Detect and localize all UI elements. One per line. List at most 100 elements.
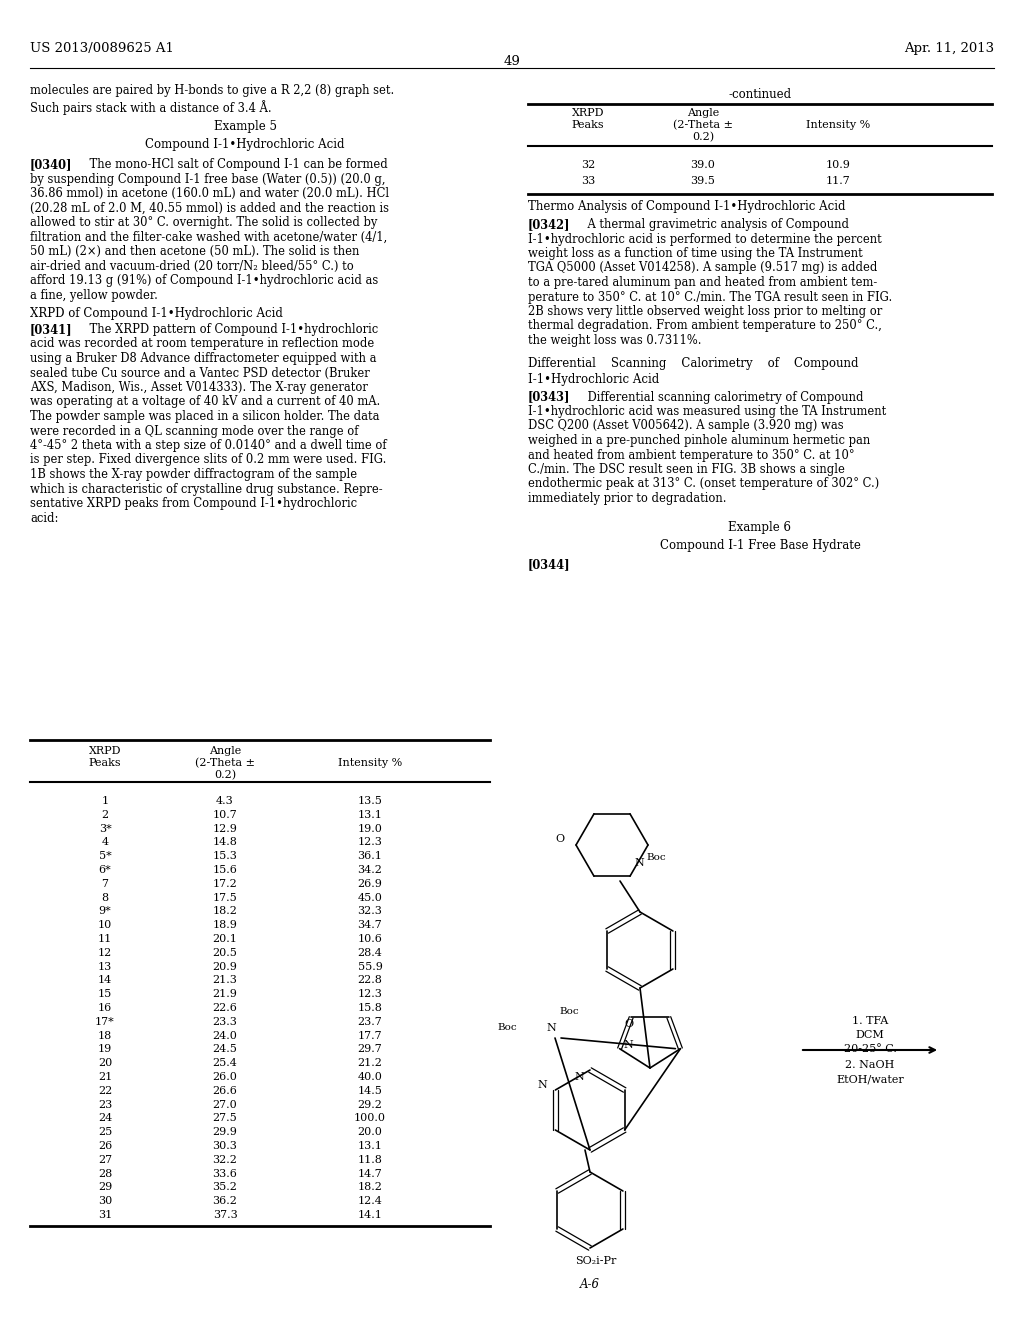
Text: 12.3: 12.3 xyxy=(357,837,382,847)
Text: 49: 49 xyxy=(504,55,520,69)
Text: 39.5: 39.5 xyxy=(690,176,716,186)
Text: 11.8: 11.8 xyxy=(357,1155,382,1164)
Text: 3*: 3* xyxy=(98,824,112,834)
Text: 27.5: 27.5 xyxy=(213,1113,238,1123)
Text: -continued: -continued xyxy=(728,88,792,102)
Text: O: O xyxy=(555,834,564,843)
Text: 36.1: 36.1 xyxy=(357,851,382,861)
Text: 5*: 5* xyxy=(98,851,112,861)
Text: sentative XRPD peaks from Compound I-1•hydrochloric: sentative XRPD peaks from Compound I-1•h… xyxy=(30,498,357,510)
Text: 28.4: 28.4 xyxy=(357,948,382,958)
Text: 10: 10 xyxy=(98,920,112,931)
Text: I-1•hydrochloric acid is performed to determine the percent: I-1•hydrochloric acid is performed to de… xyxy=(528,232,882,246)
Text: 40.0: 40.0 xyxy=(357,1072,382,1082)
Text: 13.1: 13.1 xyxy=(357,1140,382,1151)
Text: by suspending Compound I-1 free base (Water (0.5)) (20.0 g,: by suspending Compound I-1 free base (Wa… xyxy=(30,173,385,186)
Text: 18.2: 18.2 xyxy=(357,1183,382,1192)
Text: Intensity %: Intensity % xyxy=(806,120,870,129)
Text: [0340]: [0340] xyxy=(30,158,73,172)
Text: (2-Theta ±: (2-Theta ± xyxy=(673,120,733,131)
Text: 7: 7 xyxy=(101,879,109,888)
Text: Intensity %: Intensity % xyxy=(338,758,402,768)
Text: immediately prior to degradation.: immediately prior to degradation. xyxy=(528,492,726,506)
Text: 2. NaOH: 2. NaOH xyxy=(846,1060,895,1071)
Text: acid:: acid: xyxy=(30,511,58,524)
Text: 29.7: 29.7 xyxy=(357,1044,382,1055)
Text: allowed to stir at 30° C. overnight. The solid is collected by: allowed to stir at 30° C. overnight. The… xyxy=(30,216,378,228)
Text: DCM: DCM xyxy=(856,1030,885,1040)
Text: XRPD: XRPD xyxy=(571,108,604,117)
Text: 22.6: 22.6 xyxy=(213,1003,238,1012)
Text: 20: 20 xyxy=(98,1059,112,1068)
Text: (2-Theta ±: (2-Theta ± xyxy=(195,758,255,768)
Text: Compound I-1 Free Base Hydrate: Compound I-1 Free Base Hydrate xyxy=(659,539,860,552)
Text: 36.2: 36.2 xyxy=(213,1196,238,1206)
Text: weighed in a pre-punched pinhole aluminum hermetic pan: weighed in a pre-punched pinhole aluminu… xyxy=(528,434,870,447)
Text: 24.5: 24.5 xyxy=(213,1044,238,1055)
Text: weight loss as a function of time using the TA Instrument: weight loss as a function of time using … xyxy=(528,247,863,260)
Text: perature to 350° C. at 10° C./min. The TGA result seen in FIG.: perature to 350° C. at 10° C./min. The T… xyxy=(528,290,892,304)
Text: 26.6: 26.6 xyxy=(213,1086,238,1096)
Text: Apr. 11, 2013: Apr. 11, 2013 xyxy=(904,42,994,55)
Text: 15.6: 15.6 xyxy=(213,865,238,875)
Text: 24.0: 24.0 xyxy=(213,1031,238,1040)
Text: 10.7: 10.7 xyxy=(213,809,238,820)
Text: SO₂i-Pr: SO₂i-Pr xyxy=(575,1257,616,1266)
Text: thermal degradation. From ambient temperature to 250° C.,: thermal degradation. From ambient temper… xyxy=(528,319,882,333)
Text: 1. TFA: 1. TFA xyxy=(852,1016,888,1026)
Text: Angle: Angle xyxy=(687,108,719,117)
Text: 14: 14 xyxy=(98,975,112,986)
Text: 6*: 6* xyxy=(98,865,112,875)
Text: 11.7: 11.7 xyxy=(825,176,850,186)
Text: 10.9: 10.9 xyxy=(825,160,851,170)
Text: 2B shows very little observed weight loss prior to melting or: 2B shows very little observed weight los… xyxy=(528,305,883,318)
Text: 35.2: 35.2 xyxy=(213,1183,238,1192)
Text: A-6: A-6 xyxy=(580,1278,600,1291)
Text: 12.9: 12.9 xyxy=(213,824,238,834)
Text: 1: 1 xyxy=(101,796,109,807)
Text: Peaks: Peaks xyxy=(571,120,604,129)
Text: 20-25° C.: 20-25° C. xyxy=(844,1044,896,1053)
Text: 17.5: 17.5 xyxy=(213,892,238,903)
Text: 16: 16 xyxy=(98,1003,112,1012)
Text: 32: 32 xyxy=(581,160,595,170)
Text: The XRPD pattern of Compound I-1•hydrochloric: The XRPD pattern of Compound I-1•hydroch… xyxy=(75,323,378,337)
Text: 11: 11 xyxy=(98,935,112,944)
Text: 17.2: 17.2 xyxy=(213,879,238,888)
Text: Differential    Scanning    Calorimetry    of    Compound: Differential Scanning Calorimetry of Com… xyxy=(528,356,858,370)
Text: 26.0: 26.0 xyxy=(213,1072,238,1082)
Text: TGA Q5000 (Asset V014258). A sample (9.517 mg) is added: TGA Q5000 (Asset V014258). A sample (9.5… xyxy=(528,261,878,275)
Text: which is characteristic of crystalline drug substance. Repre-: which is characteristic of crystalline d… xyxy=(30,483,383,495)
Text: EtOH/water: EtOH/water xyxy=(837,1074,904,1084)
Text: 34.2: 34.2 xyxy=(357,865,382,875)
Text: 20.1: 20.1 xyxy=(213,935,238,944)
Text: 4: 4 xyxy=(101,837,109,847)
Text: air-dried and vacuum-dried (20 torr/N₂ bleed/55° C.) to: air-dried and vacuum-dried (20 torr/N₂ b… xyxy=(30,260,353,272)
Text: Boc: Boc xyxy=(646,853,666,862)
Text: 20.0: 20.0 xyxy=(357,1127,382,1138)
Text: 29.2: 29.2 xyxy=(357,1100,382,1110)
Text: 28: 28 xyxy=(98,1168,112,1179)
Text: 21.3: 21.3 xyxy=(213,975,238,986)
Text: 32.3: 32.3 xyxy=(357,907,382,916)
Text: 8: 8 xyxy=(101,892,109,903)
Text: 26: 26 xyxy=(98,1140,112,1151)
Text: 9*: 9* xyxy=(98,907,112,916)
Text: [0344]: [0344] xyxy=(528,558,570,572)
Text: a fine, yellow powder.: a fine, yellow powder. xyxy=(30,289,158,301)
Text: 37.3: 37.3 xyxy=(213,1210,238,1220)
Text: A thermal gravimetric analysis of Compound: A thermal gravimetric analysis of Compou… xyxy=(573,218,849,231)
Text: 32.2: 32.2 xyxy=(213,1155,238,1164)
Text: endothermic peak at 313° C. (onset temperature of 302° C.): endothermic peak at 313° C. (onset tempe… xyxy=(528,478,880,491)
Text: N: N xyxy=(624,1040,633,1049)
Text: 12.4: 12.4 xyxy=(357,1196,382,1206)
Text: 0.2): 0.2) xyxy=(214,770,237,780)
Text: 36.86 mmol) in acetone (160.0 mL) and water (20.0 mL). HCl: 36.86 mmol) in acetone (160.0 mL) and wa… xyxy=(30,187,389,201)
Text: N: N xyxy=(574,1072,584,1082)
Text: 30: 30 xyxy=(98,1196,112,1206)
Text: 13.1: 13.1 xyxy=(357,809,382,820)
Text: [0341]: [0341] xyxy=(30,323,73,337)
Text: 33.6: 33.6 xyxy=(213,1168,238,1179)
Text: N: N xyxy=(538,1080,548,1090)
Text: 29.9: 29.9 xyxy=(213,1127,238,1138)
